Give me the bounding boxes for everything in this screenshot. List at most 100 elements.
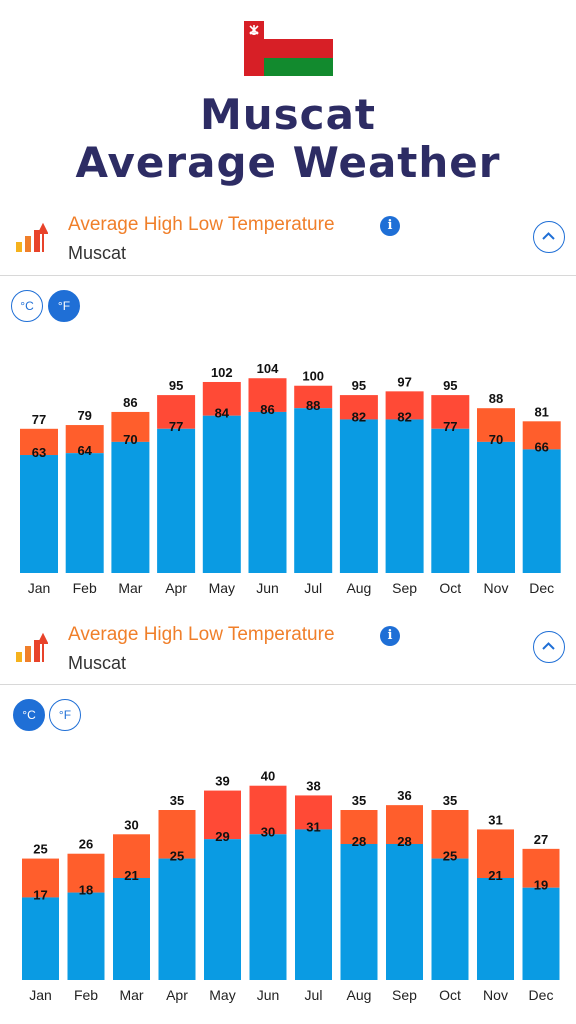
low-value-label: 70: [489, 432, 503, 447]
low-bar-mar: [111, 441, 150, 573]
high-value-label: 35: [352, 793, 366, 808]
month-tick-label: Oct: [439, 580, 461, 596]
panel-2-header: Average High Low Temperature Muscat i: [0, 616, 576, 682]
month-tick-label: May: [209, 987, 235, 1003]
panel-2-divider: [0, 684, 576, 685]
month-tick-label: May: [209, 580, 235, 596]
low-bar-apr: [157, 428, 196, 573]
temperature-chart-icon: [16, 632, 48, 662]
high-value-label: 38: [306, 778, 320, 793]
high-bar-jul: [294, 385, 333, 409]
high-bar-feb: [65, 425, 104, 454]
low-bar-may: [202, 415, 241, 573]
low-value-label: 82: [352, 409, 366, 424]
high-bar-dec: [522, 421, 561, 450]
high-bar-may: [204, 790, 241, 840]
low-value-label: 31: [306, 819, 320, 834]
high-value-label: 100: [302, 369, 324, 384]
month-tick-label: Sep: [392, 580, 417, 596]
chart-fahrenheit-svg: 77 63 Jan 79 64 Feb 86 70 Mar 95 77 Apr 102 84 May 104 8…: [20, 361, 561, 596]
high-value-label: 39: [215, 774, 229, 789]
info-icon[interactable]: i: [380, 216, 400, 236]
panel-1-divider: [0, 275, 576, 276]
high-value-label: 81: [534, 404, 548, 419]
low-value-label: 28: [397, 834, 411, 849]
panel-2-title: Average High Low Temperature: [68, 624, 335, 645]
temperature-chart-celsius: 25 17 Jan 26 18 Feb 30 21 Mar 35 25 Apr 39 29 May 40 30 J…: [0, 762, 576, 1012]
high-bar-sep: [385, 391, 424, 420]
high-bar-may: [202, 381, 241, 416]
low-bar-feb: [65, 453, 104, 573]
unit-celsius-toggle[interactable]: °C: [13, 699, 45, 731]
unit-fahrenheit-toggle[interactable]: °F: [48, 290, 80, 322]
high-bar-apr: [158, 810, 196, 859]
high-bar-jan: [22, 858, 59, 898]
month-tick-label: Jul: [304, 580, 322, 596]
low-bar-dec: [522, 887, 560, 980]
month-tick-label: Feb: [73, 580, 97, 596]
high-value-label: 95: [169, 378, 183, 393]
low-value-label: 70: [123, 432, 137, 447]
low-value-label: 25: [443, 849, 457, 864]
month-tick-label: Aug: [346, 580, 371, 596]
low-bar-nov: [477, 878, 514, 980]
low-bar-oct: [431, 858, 469, 980]
high-value-label: 104: [257, 361, 279, 376]
high-value-label: 95: [352, 378, 366, 393]
month-tick-label: Sep: [392, 987, 417, 1003]
high-value-label: 27: [534, 832, 548, 847]
low-bar-aug: [339, 419, 378, 573]
low-value-label: 28: [352, 834, 366, 849]
panel-1-city: Muscat: [68, 243, 127, 263]
low-bar-jul: [295, 829, 332, 980]
high-value-label: 88: [489, 391, 503, 406]
collapse-button[interactable]: [533, 221, 565, 253]
temperature-chart-fahrenheit: 77 63 Jan 79 64 Feb 86 70 Mar 95 77 Apr 102 84 May 104 8…: [0, 355, 576, 605]
month-tick-label: Jan: [29, 987, 52, 1003]
high-value-label: 35: [170, 793, 184, 808]
high-value-label: 79: [77, 408, 91, 423]
low-value-label: 21: [124, 868, 138, 883]
high-value-label: 95: [443, 378, 457, 393]
month-tick-label: Aug: [347, 987, 372, 1003]
low-value-label: 84: [215, 406, 230, 421]
low-value-label: 30: [261, 824, 275, 839]
low-bar-jun: [249, 834, 287, 980]
high-value-label: 31: [488, 812, 502, 827]
month-tick-label: Nov: [484, 580, 509, 596]
low-bar-aug: [340, 844, 378, 980]
month-tick-label: Dec: [529, 987, 554, 1003]
collapse-button[interactable]: [533, 631, 565, 663]
low-bar-jan: [20, 455, 58, 573]
page-title-subject: Average Weather: [75, 138, 501, 187]
high-bar-sep: [386, 805, 423, 844]
unit-celsius-toggle[interactable]: °C: [11, 290, 43, 322]
low-value-label: 64: [77, 443, 92, 458]
month-tick-label: Jun: [257, 987, 280, 1003]
month-tick-label: Mar: [119, 987, 143, 1003]
unit-fahrenheit-toggle[interactable]: °F: [49, 699, 81, 731]
low-bar-apr: [158, 858, 196, 980]
info-icon[interactable]: i: [380, 626, 400, 646]
low-bar-jul: [294, 408, 333, 573]
low-value-label: 25: [170, 849, 184, 864]
low-value-label: 18: [79, 883, 93, 898]
high-value-label: 26: [79, 837, 93, 852]
page-title-city: Muscat: [199, 90, 376, 139]
low-value-label: 86: [260, 402, 274, 417]
chart-celsius-svg: 25 17 Jan 26 18 Feb 30 21 Mar 35 25 Apr 39 29 May 40 30 J…: [22, 769, 560, 1003]
high-bar-apr: [157, 395, 196, 429]
low-bar-may: [204, 839, 241, 980]
panel-2-city: Muscat: [68, 653, 127, 673]
high-bar-mar: [113, 834, 150, 878]
low-bar-sep: [386, 844, 423, 980]
low-value-label: 77: [169, 419, 183, 434]
month-tick-label: Jun: [256, 580, 279, 596]
high-bar-oct: [431, 810, 469, 859]
month-tick-label: Mar: [118, 580, 142, 596]
high-value-label: 86: [123, 395, 137, 410]
panel-1-title: Average High Low Temperature: [68, 214, 335, 235]
low-value-label: 17: [33, 887, 47, 902]
high-value-label: 36: [397, 788, 411, 803]
high-value-label: 77: [32, 412, 46, 427]
